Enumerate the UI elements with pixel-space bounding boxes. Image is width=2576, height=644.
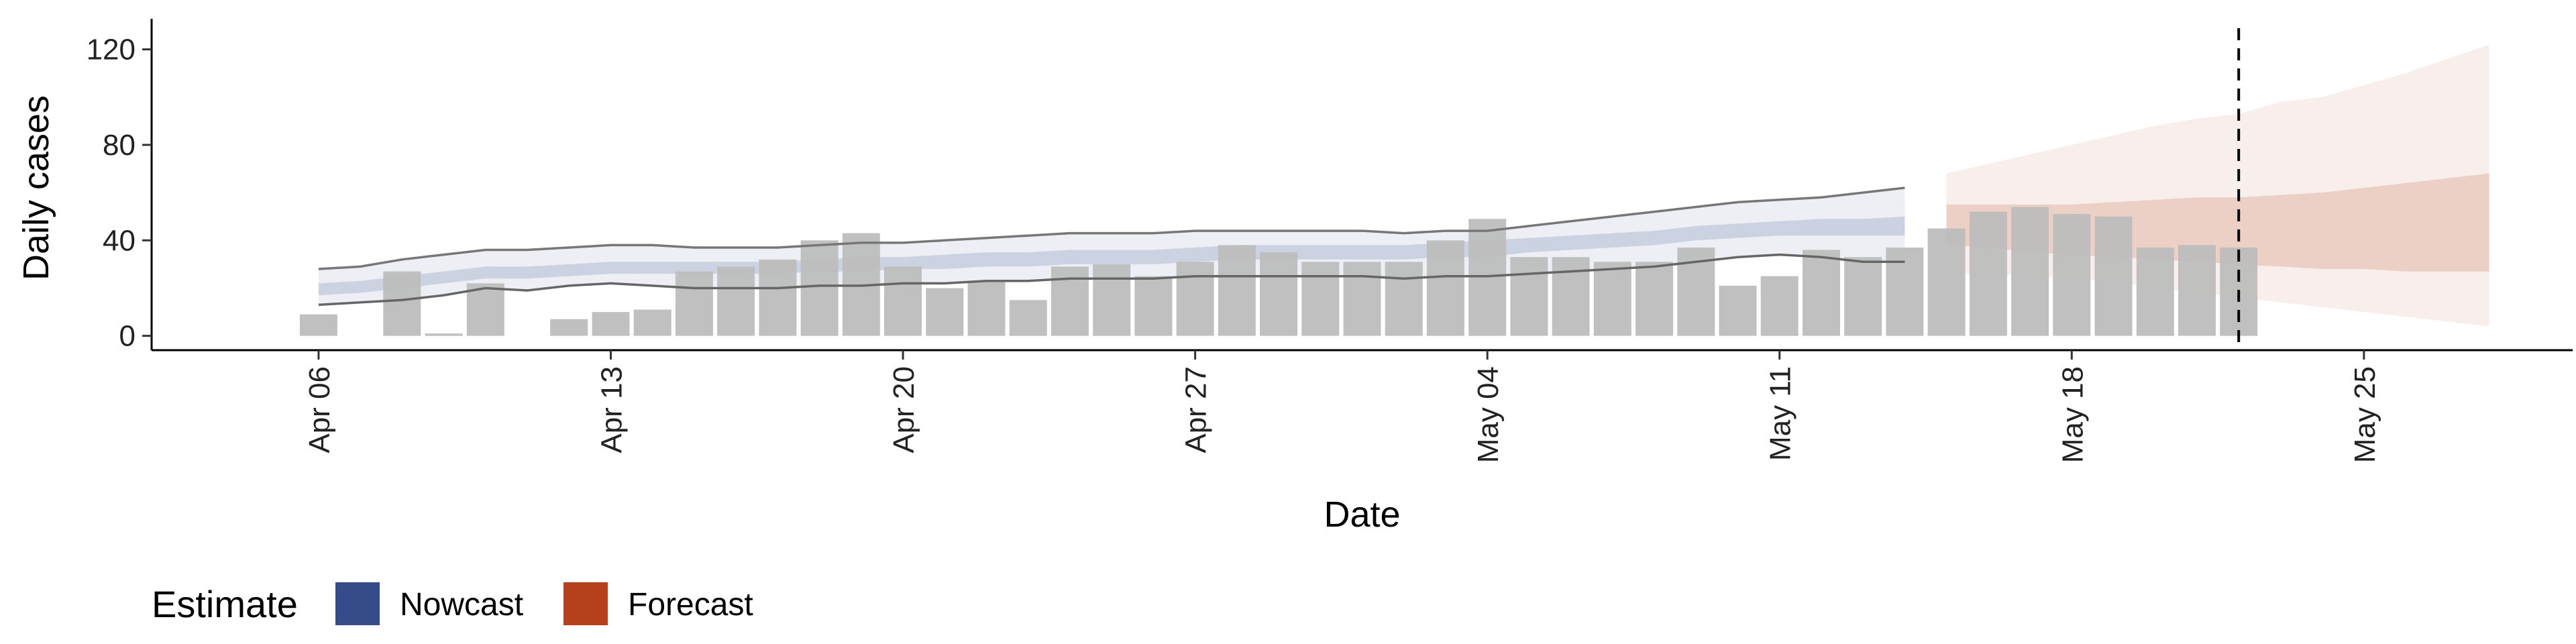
case-bar (2011, 207, 2049, 336)
case-bar (299, 314, 337, 336)
legend-label-nowcast: Nowcast (400, 587, 523, 623)
reported-case-bars (299, 207, 2258, 336)
case-bar (675, 271, 713, 336)
case-bar (1176, 262, 1214, 336)
case-bar (633, 309, 672, 336)
legend: Estimate Nowcast Forecast (152, 582, 753, 625)
x-tick-label: May 04 (1472, 366, 1505, 463)
x-tick-label: Apr 06 (303, 366, 336, 453)
case-bar (1218, 245, 1256, 336)
y-tick-label: 80 (103, 129, 136, 162)
y-tick-label: 40 (103, 224, 136, 257)
y-axis-ticks: 0 40 80 120 (87, 34, 152, 353)
case-bar (1844, 257, 1882, 336)
x-tick-label: May 11 (1764, 366, 1797, 461)
legend-swatch-nowcast (335, 582, 380, 625)
case-bar (1343, 262, 1381, 336)
case-bar (1552, 257, 1590, 336)
y-tick-label: 0 (119, 320, 136, 353)
case-bar (1093, 264, 1131, 336)
nowcast-50-band (318, 216, 1905, 296)
case-bar (926, 288, 964, 336)
case-bar (2136, 248, 2174, 336)
case-bar (2053, 214, 2091, 336)
x-axis-title: Date (1324, 494, 1400, 535)
case-bar (1301, 262, 1340, 336)
x-tick-label: Apr 13 (595, 366, 628, 453)
case-bar (466, 283, 504, 336)
case-bar (550, 319, 588, 336)
case-bar (1426, 240, 1464, 336)
y-axis-title: Daily cases (16, 95, 56, 280)
legend-title: Estimate (152, 583, 298, 625)
case-bar (717, 266, 755, 336)
x-tick-label: Apr 20 (888, 366, 920, 453)
case-bar (1803, 250, 1840, 336)
case-bar (1051, 266, 1089, 336)
x-tick-label: May 25 (2349, 366, 2381, 463)
case-bar (425, 333, 463, 336)
case-bar (967, 280, 1006, 336)
nowcast-lower-line (318, 253, 1905, 307)
x-tick-label: May 18 (2056, 366, 2089, 463)
case-bar (592, 312, 630, 336)
case-bar (1719, 285, 1757, 336)
case-bar (1009, 300, 1047, 336)
legend-label-forecast: Forecast (628, 587, 753, 623)
case-bar (1635, 262, 1674, 336)
x-axis-ticks: Apr 06 Apr 13 Apr 20 Apr 27 May 04 May 11 May … (303, 350, 2381, 463)
case-bar (1468, 219, 1507, 336)
case-bar (1969, 211, 2007, 336)
nowcast-90-band (318, 188, 1905, 305)
case-bar (1260, 252, 1298, 336)
case-bar (1760, 276, 1799, 336)
case-bar (2178, 245, 2216, 336)
case-bar (1927, 228, 1966, 336)
case-bar (1134, 276, 1173, 336)
nowcast-interval-lines (318, 186, 1905, 307)
case-bar (884, 266, 922, 336)
nowcast-upper-line (318, 186, 1905, 270)
case-bar (1385, 262, 1423, 336)
case-bar (383, 271, 421, 336)
case-bar (800, 240, 839, 336)
case-bar (1510, 257, 1548, 336)
x-tick-label: Apr 27 (1180, 366, 1213, 453)
y-tick-label: 120 (87, 34, 136, 66)
axes (150, 19, 2573, 352)
case-bar (1593, 262, 1631, 336)
case-bar (2094, 216, 2133, 336)
case-bar (759, 259, 797, 336)
legend-swatch-forecast (564, 582, 608, 625)
